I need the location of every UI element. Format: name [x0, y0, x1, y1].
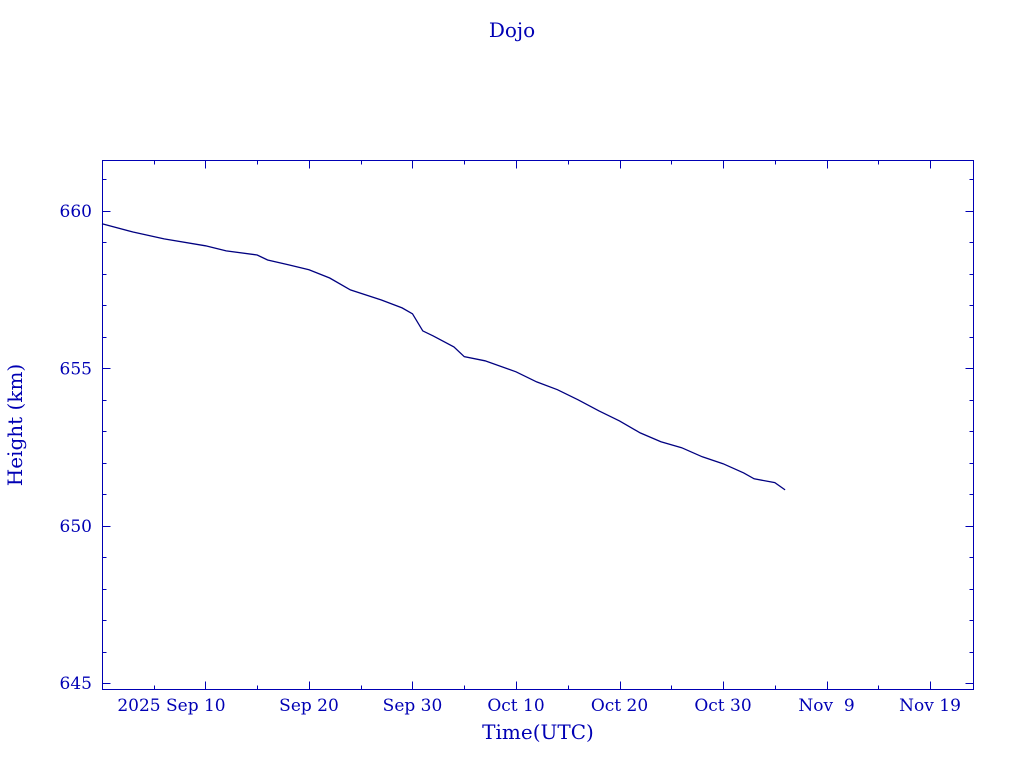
series-line [101, 223, 786, 491]
plot-frame [102, 160, 974, 690]
x-tick-label: Nov 19 [899, 696, 961, 716]
y-tick-label: 660 [60, 202, 92, 222]
chart-title: Dojo [489, 18, 535, 42]
y-tick-labels: 645 650 655 660 [60, 202, 92, 694]
y-tick-label: 650 [60, 517, 92, 537]
x-tick-label: Oct 20 [591, 696, 648, 716]
y-tick-label: 655 [60, 359, 92, 379]
x-axis-label: Time(UTC) [482, 720, 594, 744]
x-tick-label: Nov 9 [798, 696, 854, 716]
x-tick-label: Sep 30 [383, 696, 443, 716]
x-tick-label: Oct 30 [694, 696, 751, 716]
x-tick-label: Oct 10 [487, 696, 544, 716]
axis-ticks [102, 160, 974, 690]
y-tick-label: 645 [60, 674, 92, 694]
y-axis-label: Height (km) [3, 364, 27, 486]
x-tick-labels: 2025 Sep 10 Sep 20 Sep 30 Oct 10 Oct 20 Oct 3… [117, 696, 961, 716]
x-tick-label: 2025 Sep 10 [117, 696, 225, 716]
x-tick-label: Sep 20 [279, 696, 339, 716]
